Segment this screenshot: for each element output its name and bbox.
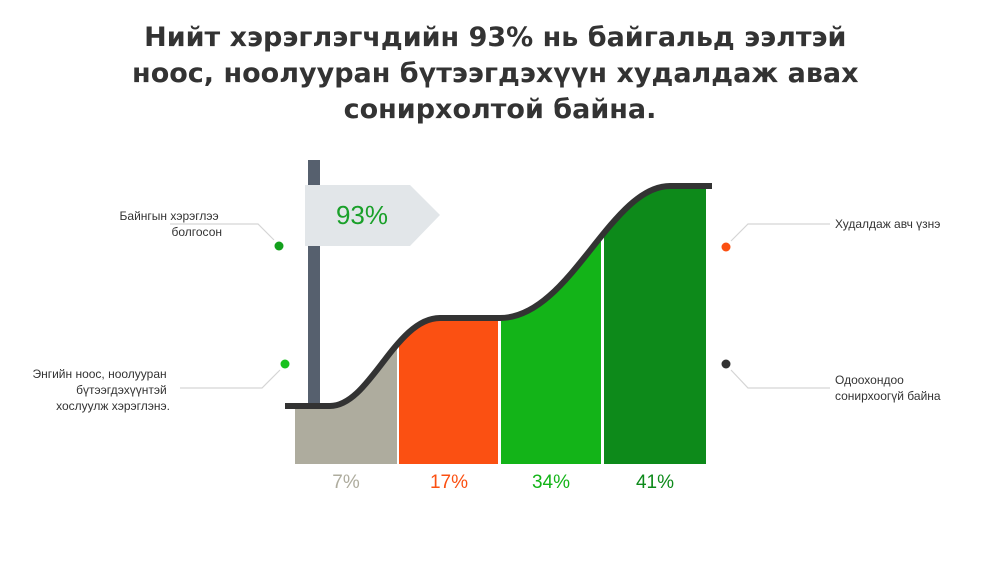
legend-line: Энгийн ноос, ноолууран [32, 367, 166, 381]
legend-line: бүтээгдэхүүнтэй [76, 383, 167, 397]
segment-label: 7% [332, 472, 360, 493]
title-line: ноос, ноолууран бүтээгдэхүүн худалдаж ав… [132, 58, 859, 89]
legend-line: Байнгын хэрэглээ [120, 209, 219, 223]
legend-dot [280, 359, 290, 369]
connector [170, 223, 275, 241]
legend-dot [721, 359, 731, 369]
flag [305, 185, 440, 246]
flag-label: 93% [336, 200, 388, 230]
legend-line: Одоохондоо [835, 373, 904, 387]
connector [730, 223, 830, 242]
segment-label: 34% [532, 472, 570, 493]
legend-dot [274, 241, 284, 251]
connector [730, 369, 830, 389]
legend-text: Энгийн ноос, ноолууран бүтээгдэхүүнтэй х… [32, 367, 170, 413]
legend-dot [721, 242, 731, 252]
legend-line: болгосон [171, 225, 222, 239]
segment-label: 41% [636, 472, 674, 493]
segment-label: 17% [430, 472, 468, 493]
legend-line: сонирхоогүй байна [835, 389, 941, 403]
legend-line: Худалдаж авч үзнэ [835, 217, 940, 231]
curve [285, 183, 712, 409]
segment [501, 186, 601, 464]
legend-line: хослуулж хэрэглэнэ. [56, 399, 170, 413]
legend-text: Худалдаж авч үзнэ [835, 217, 940, 231]
segment [604, 186, 706, 464]
legend-text: Одоохондоо сонирхоогүй байна [835, 373, 941, 403]
title-line: Нийт хэрэглэгчдийн 93% нь байгальд ээлтэ… [144, 22, 846, 53]
title: Нийт хэрэглэгчдийн 93% нь байгальд ээлтэ… [132, 22, 868, 125]
title-line: сонирхолтой байна. [344, 94, 657, 125]
legend-text: Байнгын хэрэглээ болгосон [120, 209, 222, 239]
connector [180, 369, 281, 389]
